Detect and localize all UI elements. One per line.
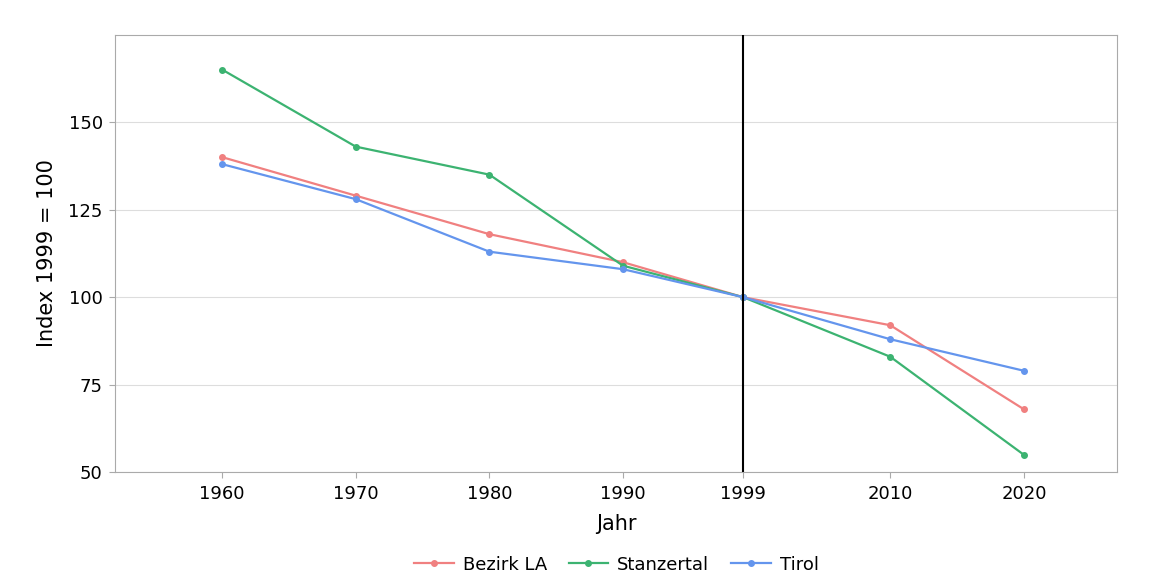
Tirol — [483, 248, 497, 255]
Tirol — [616, 266, 630, 272]
Stanzertal — [349, 143, 363, 150]
Line: Stanzertal: Stanzertal — [219, 67, 1026, 457]
Y-axis label: Index 1999 = 100: Index 1999 = 100 — [37, 160, 58, 347]
Bezirk LA — [215, 154, 229, 161]
Tirol — [884, 336, 897, 343]
Line: Tirol: Tirol — [219, 161, 1026, 374]
Stanzertal — [616, 262, 630, 269]
Bezirk LA — [736, 294, 750, 301]
Stanzertal — [215, 66, 229, 73]
Stanzertal — [884, 353, 897, 360]
X-axis label: Jahr: Jahr — [596, 514, 637, 534]
Stanzertal — [1017, 452, 1031, 458]
Bezirk LA — [349, 192, 363, 199]
Tirol — [349, 196, 363, 203]
Line: Bezirk LA: Bezirk LA — [219, 154, 1026, 412]
Tirol — [736, 294, 750, 301]
Bezirk LA — [616, 259, 630, 266]
Tirol — [1017, 367, 1031, 374]
Legend: Bezirk LA, Stanzertal, Tirol: Bezirk LA, Stanzertal, Tirol — [414, 556, 819, 574]
Tirol — [215, 161, 229, 168]
Stanzertal — [483, 171, 497, 178]
Stanzertal — [736, 294, 750, 301]
Bezirk LA — [1017, 406, 1031, 413]
Bezirk LA — [884, 322, 897, 329]
Bezirk LA — [483, 231, 497, 238]
